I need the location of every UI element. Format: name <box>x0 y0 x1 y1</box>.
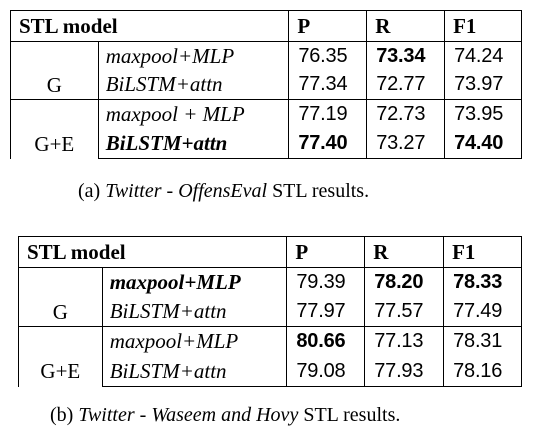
header-f1: F1 <box>443 236 522 268</box>
model-cell: maxpool+MLP <box>101 267 288 298</box>
model-cell: maxpool+MLP <box>101 326 288 357</box>
r-cell: 73.34 <box>366 41 446 71</box>
results-table-b: STL model P R F1 G maxpool+MLP 79.39 78.… <box>17 236 522 387</box>
model-cell: maxpool + MLP <box>97 99 290 130</box>
r-cell: 77.13 <box>364 326 445 357</box>
caption-b: (b) Twitter - Waseem and Hovy STL result… <box>50 404 400 427</box>
group-label: G+E <box>34 131 75 156</box>
model-cell: BiLSTM+attn <box>101 297 288 327</box>
f1-cell: 73.95 <box>444 99 522 130</box>
header-stl-model: STL model <box>9 10 290 42</box>
r-cell: 77.57 <box>364 297 445 327</box>
p-cell: 77.97 <box>286 297 366 327</box>
header-p: P <box>288 10 368 42</box>
header-f1: F1 <box>444 10 522 42</box>
header-r: R <box>364 236 445 268</box>
r-cell: 78.20 <box>364 267 445 298</box>
r-cell: 72.77 <box>366 70 446 100</box>
caption-a: (a) Twitter - OffensEval STL results. <box>78 180 369 203</box>
r-cell: 72.73 <box>366 99 446 130</box>
caption-label: (a) <box>78 180 101 202</box>
model-cell: BiLSTM+attn <box>97 129 290 159</box>
r-cell: 77.93 <box>364 356 445 387</box>
p-cell: 80.66 <box>286 326 366 357</box>
header-r: R <box>366 10 446 42</box>
f1-cell: 78.16 <box>443 356 522 387</box>
caption-subset: OffensEval <box>178 180 268 202</box>
p-cell: 77.34 <box>288 70 368 100</box>
group-cell-ge: G+E <box>18 326 103 387</box>
group-label: G <box>52 299 68 324</box>
f1-cell: 77.49 <box>443 297 522 327</box>
f1-cell: 78.31 <box>443 326 522 357</box>
caption-suffix: STL results. <box>267 180 370 202</box>
f1-cell: 74.40 <box>444 129 522 159</box>
f1-cell: 73.97 <box>444 70 522 100</box>
caption-suffix: STL results. <box>298 404 401 426</box>
caption-label: (b) <box>50 404 74 426</box>
results-table-a: STL model P R F1 G maxpool+MLP 76.35 73.… <box>9 10 522 159</box>
r-cell: 73.27 <box>366 129 446 159</box>
model-cell: BiLSTM+attn <box>101 356 288 387</box>
group-label: G+E <box>40 359 81 384</box>
f1-cell: 78.33 <box>443 267 522 298</box>
caption-sep: - <box>134 404 152 426</box>
caption-dataset: Twitter <box>78 404 135 426</box>
p-cell: 77.40 <box>288 129 368 159</box>
p-cell: 77.19 <box>288 99 368 130</box>
caption-dataset: Twitter <box>105 180 162 202</box>
header-stl-model: STL model <box>17 236 288 268</box>
f1-cell: 74.24 <box>444 41 522 71</box>
model-cell: BiLSTM+attn <box>97 70 290 100</box>
group-cell-ge: G+E <box>10 99 99 159</box>
model-cell: maxpool+MLP <box>97 41 290 71</box>
group-cell-g: G <box>18 267 103 327</box>
caption-sep: - <box>161 180 179 202</box>
p-cell: 79.08 <box>286 356 366 387</box>
group-label: G <box>46 73 62 97</box>
group-cell-g: G <box>10 41 99 100</box>
header-p: P <box>286 236 366 268</box>
p-cell: 79.39 <box>286 267 366 298</box>
p-cell: 76.35 <box>288 41 368 71</box>
caption-subset: Waseem and Hovy <box>151 404 299 426</box>
